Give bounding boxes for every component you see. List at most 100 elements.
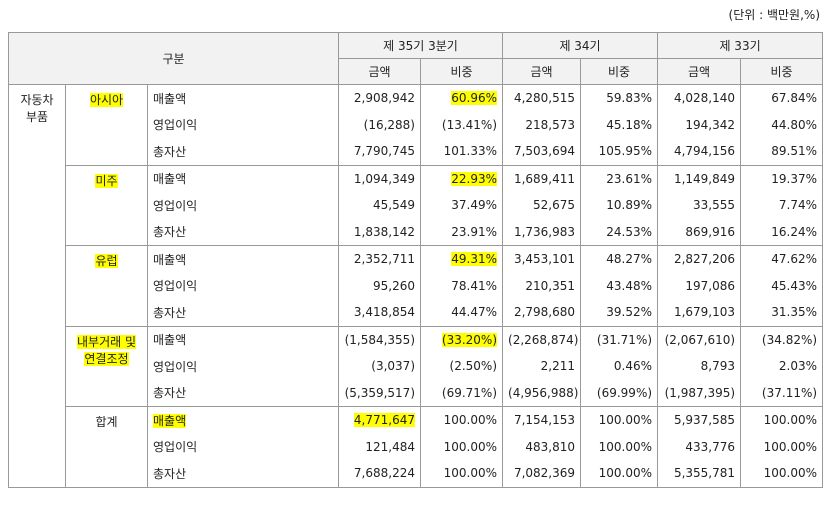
value-cell: (1,987,395) <box>657 379 742 407</box>
column-header: 금액 <box>502 58 582 85</box>
value: 2,827,206 <box>673 252 736 267</box>
value: 60.96% <box>451 91 498 106</box>
value: 4,771,647 <box>353 413 415 428</box>
period-header: 제 34기 <box>502 32 659 59</box>
value-cell: 22.93% <box>419 164 504 192</box>
value-cell: (4,956,988) <box>502 379 582 407</box>
value-cell: 2,827,206 <box>657 245 742 273</box>
value: 1,094,349 <box>353 171 415 186</box>
value-cell: 4,794,156 <box>657 138 742 166</box>
item-cell: 영업이익 <box>147 433 339 460</box>
value: 4,280,515 <box>513 91 576 106</box>
value: (69.99%) <box>596 385 653 400</box>
value: 37.49% <box>451 198 498 213</box>
value-cell: 100.00% <box>580 406 659 434</box>
value: 44.80% <box>771 117 818 132</box>
column-header: 금액 <box>338 58 421 85</box>
value: 105.95% <box>598 144 653 159</box>
value: 2,352,711 <box>353 252 415 267</box>
value: 49.31% <box>451 252 498 267</box>
value: 7,154,153 <box>513 413 576 428</box>
value-cell: 5,355,781 <box>657 460 742 488</box>
value: 7.74% <box>778 198 818 213</box>
value-cell: (13.41%) <box>419 111 504 138</box>
value-cell: 33,555 <box>657 192 742 219</box>
value: 19.37% <box>771 171 818 186</box>
region-cell: 내부거래 및 연결조정 <box>65 325 148 407</box>
value-cell: 52,675 <box>502 192 582 219</box>
value: (1,987,395) <box>664 385 736 400</box>
value: 44.47% <box>451 305 498 320</box>
value-cell: 45.43% <box>740 272 824 299</box>
value: (33.20%) <box>441 332 498 347</box>
item-cell: 총자산 <box>147 218 339 246</box>
item-label: 영업이익 <box>153 118 198 133</box>
region-cell: 미주 <box>65 164 148 246</box>
item-cell: 매출액 <box>147 84 339 112</box>
value-cell: 1,094,349 <box>338 164 421 192</box>
value: (16,288) <box>363 117 415 132</box>
value: (2.50%) <box>449 359 498 374</box>
value-cell: 1,679,103 <box>657 299 742 327</box>
value-cell: (5,359,517) <box>338 379 421 407</box>
value: 7,503,694 <box>513 144 576 159</box>
period-header: 제 35기 3분기 <box>337 32 504 59</box>
value: 23.91% <box>451 224 498 239</box>
item-label: 매출액 <box>153 91 187 106</box>
value-cell: 100.00% <box>419 433 504 460</box>
value-cell: 23.91% <box>419 218 504 246</box>
item-cell: 총자산 <box>147 299 339 327</box>
value: 48.27% <box>606 252 653 267</box>
value: (5,359,517) <box>344 385 415 400</box>
value-cell: 1,689,411 <box>502 164 582 192</box>
item-label: 매출액 <box>153 413 187 428</box>
value: 100.00% <box>598 413 653 428</box>
value: 210,351 <box>525 278 576 293</box>
value-cell: (31.71%) <box>580 325 659 353</box>
item-cell: 총자산 <box>147 379 339 407</box>
value: 43.48% <box>606 278 653 293</box>
value: 89.51% <box>771 144 818 159</box>
value-cell: 37.49% <box>419 192 504 219</box>
item-label: 영업이익 <box>153 440 198 455</box>
value: 121,484 <box>365 439 415 454</box>
value: 101.33% <box>443 144 498 159</box>
value: 433,776 <box>685 439 736 454</box>
value: 3,453,101 <box>513 252 576 267</box>
region-cell: 유럽 <box>65 245 148 327</box>
value: 16.24% <box>771 224 818 239</box>
item-label: 총자산 <box>153 466 187 481</box>
value: 4,028,140 <box>673 91 736 106</box>
value: 10.89% <box>606 198 653 213</box>
value: (2,268,874) <box>508 332 579 347</box>
value-cell: 100.00% <box>419 406 504 434</box>
value-cell: 101.33% <box>419 138 504 166</box>
value: 197,086 <box>685 278 736 293</box>
value: 39.52% <box>606 305 653 320</box>
item-cell: 총자산 <box>147 460 339 488</box>
value: 33,555 <box>693 198 736 213</box>
value: 100.00% <box>443 466 498 481</box>
value-cell: 1,149,849 <box>657 164 742 192</box>
column-header: 비중 <box>419 58 504 85</box>
item-label: 총자산 <box>153 144 187 159</box>
value-cell: 23.61% <box>580 164 659 192</box>
value: 47.62% <box>771 252 818 267</box>
value-cell: 49.31% <box>419 245 504 273</box>
value-cell: 0.46% <box>580 353 659 380</box>
item-cell: 총자산 <box>147 138 339 166</box>
value-cell: 16.24% <box>740 218 824 246</box>
value-cell: 5,937,585 <box>657 406 742 434</box>
item-label: 총자산 <box>153 225 187 240</box>
value-cell: 105.95% <box>580 138 659 166</box>
financial-table: 구분 제 35기 3분기 제 34기 제 33기 금액 비중 금액 비중 금액 비중 자동… <box>8 32 824 488</box>
value-cell: (33.20%) <box>419 325 504 353</box>
value: 2,211 <box>540 359 576 374</box>
value: 100.00% <box>763 466 818 481</box>
period-header: 제 33기 <box>657 32 824 59</box>
value-cell: (69.71%) <box>419 379 504 407</box>
value-cell: (3,037) <box>338 353 421 380</box>
region-cell: 합계 <box>65 406 148 488</box>
value: 483,810 <box>525 439 576 454</box>
